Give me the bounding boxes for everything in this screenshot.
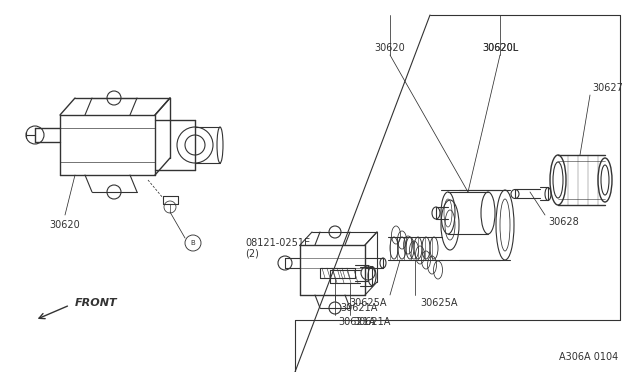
Text: 30625A: 30625A [349, 298, 387, 308]
Text: 30620: 30620 [374, 43, 405, 53]
Text: 30620L: 30620L [482, 43, 518, 53]
Text: 30625A: 30625A [420, 298, 458, 308]
Text: 30628: 30628 [548, 217, 579, 227]
Text: B: B [191, 240, 195, 246]
Text: (2): (2) [245, 248, 259, 258]
Text: A306A 0104: A306A 0104 [559, 352, 618, 362]
Text: 30627: 30627 [592, 83, 623, 93]
Text: 30621A: 30621A [338, 317, 376, 327]
Text: FRONT: FRONT [75, 298, 118, 308]
Text: 30621A: 30621A [340, 303, 378, 313]
Text: 30620L: 30620L [482, 43, 518, 53]
Text: 08121-0251E: 08121-0251E [245, 238, 310, 248]
Text: 30621A: 30621A [353, 317, 390, 327]
Text: 30620: 30620 [50, 220, 81, 230]
